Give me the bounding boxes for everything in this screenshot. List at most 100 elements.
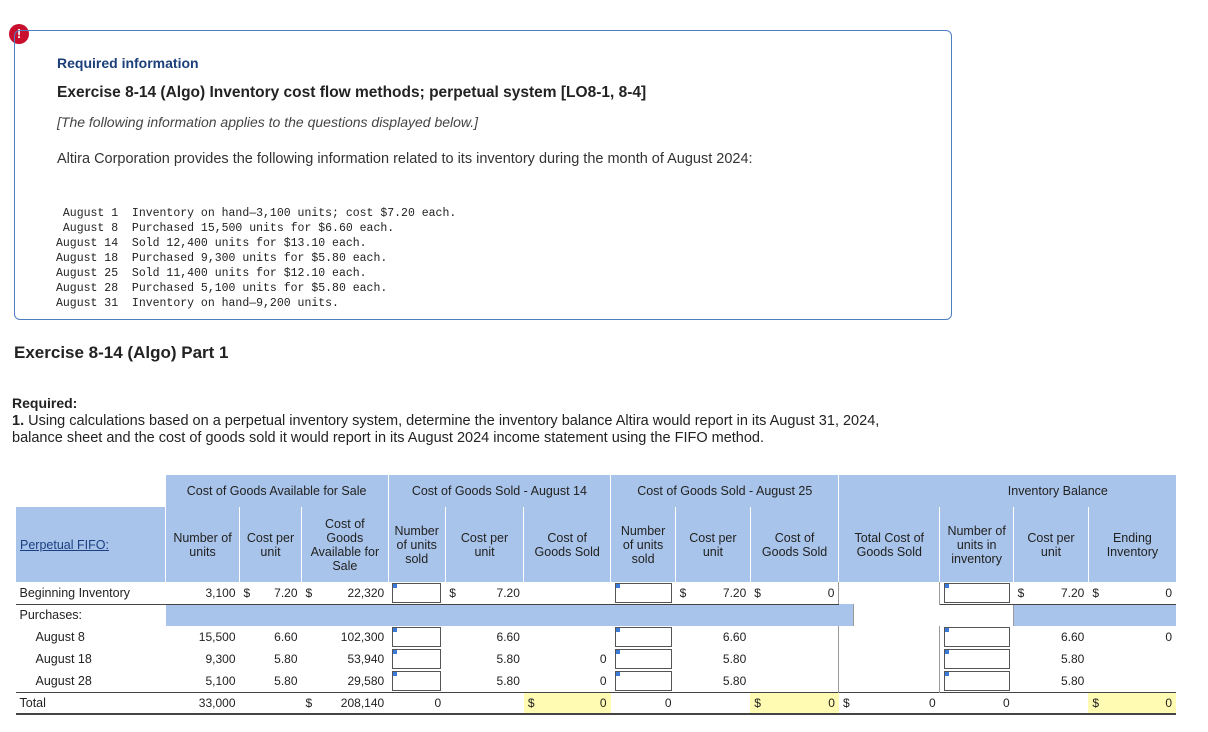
cost25-cell: 5.80 — [722, 652, 747, 666]
cost-cell: $7.20 — [239, 582, 302, 605]
bal-end-cell: 0 — [1103, 582, 1176, 605]
cost-cell: 5.80 — [274, 673, 298, 688]
col-cost-per-unit: Cost per unit — [239, 507, 302, 582]
required-text: 1. Using calculations based on a perpetu… — [12, 413, 922, 447]
fifo-worksheet-table: Cost of Goods Available for Sale Cost of… — [15, 475, 1176, 715]
units-in-inventory-input[interactable] — [944, 627, 1010, 647]
table-row-purchases: Purchases: — [16, 604, 1176, 626]
table-row-aug28: August 28 5,100 5.80 29,580 5.80 0 5.80 … — [16, 670, 1177, 692]
dollar-sign: $ — [675, 582, 691, 605]
row-label: August 8 — [35, 630, 85, 644]
units-cell: 5,100 — [205, 673, 236, 688]
row-label: August 28 — [35, 673, 92, 688]
bal-cost-cell: 5.80 — [1060, 673, 1085, 688]
cost25-cell: 7.20 — [690, 582, 751, 605]
col-units-sold-14: Number of units sold — [387, 507, 446, 582]
header-inventory-balance: Inventory Balance — [939, 475, 1176, 507]
col-ending-inventory: Ending Inventory — [1087, 507, 1176, 582]
transaction-line: August 8 Purchased 15,500 units for $6.6… — [56, 222, 395, 235]
units-sold-25-input[interactable] — [614, 649, 672, 669]
units-in-inventory-input[interactable] — [944, 582, 1010, 603]
col-total-cogs: Total Cost of Goods Sold — [838, 507, 940, 582]
exercise-title: Exercise 8-14 (Algo) Inventory cost flow… — [57, 84, 647, 101]
col-cogs-25: Cost of Goods Sold — [749, 507, 839, 582]
cogs25-cell: 0 — [764, 582, 839, 605]
dollar-sign: $ — [523, 691, 539, 715]
col-cost-per-unit-bal: Cost per unit — [1013, 507, 1089, 582]
required-label: Required: — [12, 395, 78, 411]
bal-cost-cell: 5.80 — [1060, 652, 1085, 666]
cost25-cell: 5.80 — [722, 673, 747, 688]
row-label: Total — [15, 691, 166, 715]
col-cost-per-unit-14: Cost per unit — [444, 507, 524, 582]
total-cell: 102,300 — [340, 630, 385, 644]
total-sold14-cell: 0 — [388, 691, 446, 715]
required-number: 1. — [12, 413, 25, 429]
units-sold-14-input[interactable] — [392, 670, 442, 691]
info-intro: Altira Corporation provides the followin… — [57, 151, 753, 167]
perpetual-fifo-label: Perpetual FIFO: — [15, 507, 166, 582]
transaction-line: August 25 Sold 11,400 units for $12.10 e… — [56, 267, 367, 280]
transaction-list: August 1 Inventory on hand—3,100 units; … — [56, 191, 456, 341]
header-cost-available: Cost of Goods Available for Sale — [165, 475, 389, 507]
total-cell: 29,580 — [347, 673, 385, 688]
dollar-sign: $ — [750, 691, 765, 715]
units-sold-25-input[interactable] — [614, 670, 672, 691]
table-row-total: Total 33,000 $ 208,140 0 $ 0 0 $ 0 $ 0 0… — [15, 691, 1176, 715]
cost14-cell: 5.80 — [496, 673, 520, 688]
row-label: August 18 — [35, 652, 92, 666]
cost-cell: 6.60 — [274, 630, 298, 644]
table-row-aug8: August 8 15,500 6.60 102,300 6.60 6.60 6… — [16, 626, 1177, 648]
dollar-sign: $ — [243, 585, 251, 600]
units-sold-25-input[interactable] — [614, 582, 672, 603]
dollar-sign: $ — [1088, 582, 1103, 605]
required-information-box: Required information Exercise 8-14 (Algo… — [14, 30, 952, 320]
info-note: [The following information applies to th… — [57, 114, 479, 130]
dollar-sign: $ — [445, 582, 460, 605]
dollar-sign: $ — [838, 691, 854, 715]
units-cell: 15,500 — [198, 630, 236, 644]
total-available-cell: 208,140 — [316, 691, 389, 715]
part-title: Exercise 8-14 (Algo) Part 1 — [14, 343, 229, 362]
dollar-sign: $ — [1013, 582, 1029, 605]
units-in-inventory-input[interactable] — [944, 649, 1010, 669]
required-information-heading: Required information — [57, 55, 199, 71]
transaction-line: August 1 Inventory on hand—3,100 units; … — [56, 207, 457, 220]
units-sold-14-input[interactable] — [392, 649, 442, 669]
col-number-of-units: Number of units — [165, 507, 240, 582]
col-units-in-inventory: Number of units in inventory — [939, 507, 1014, 582]
cogs14-cell: 0 — [599, 673, 607, 688]
units-cell: 3,100 — [165, 582, 240, 605]
total-cell: 22,320 — [316, 582, 389, 605]
total-cogs-cell: 0 — [853, 691, 940, 715]
col-cogs-14: Cost of Goods Sold — [523, 507, 611, 582]
transaction-line: August 18 Purchased 9,300 units for $5.8… — [56, 252, 388, 265]
col-units-sold-25: Number of units sold — [610, 507, 676, 582]
bal-end-cell: 0 — [1165, 630, 1172, 644]
units-cell: 9,300 — [205, 652, 236, 666]
cogs14-cell: 0 — [599, 652, 607, 666]
units-sold-14-input[interactable] — [392, 582, 442, 603]
table-row-beginning: Beginning Inventory 3,100 $7.20 $ 22,320… — [15, 582, 1176, 605]
dollar-sign: $ — [301, 582, 317, 605]
cost14-cell: 6.60 — [496, 630, 520, 644]
cost-cell: 5.80 — [274, 652, 298, 666]
cost14-cell: 5.80 — [496, 652, 520, 666]
total-cogs25-cell: 0 — [764, 691, 839, 715]
header-spacer — [838, 475, 940, 507]
units-in-inventory-input[interactable] — [944, 670, 1010, 691]
dollar-sign: $ — [301, 691, 317, 715]
dollar-sign: $ — [1088, 691, 1103, 715]
units-sold-14-input[interactable] — [392, 627, 442, 647]
units-sold-input-cell — [388, 582, 446, 605]
col-cost-available: Cost of Goods Available for Sale — [301, 507, 389, 582]
cost14-cell: 7.20 — [459, 582, 524, 605]
row-label: Purchases: — [19, 608, 83, 623]
total-sold25-cell: 0 — [610, 691, 676, 715]
total-inventory-units-cell: 0 — [939, 691, 1014, 715]
transaction-line: August 28 Purchased 5,100 units for $5.8… — [56, 282, 388, 295]
total-cogs14-cell: 0 — [538, 691, 611, 715]
table-row-aug18: August 18 9,300 5.80 53,940 5.80 0 5.80 … — [16, 648, 1177, 670]
units-sold-25-input[interactable] — [614, 627, 672, 647]
header-cogs-aug14: Cost of Goods Sold - August 14 — [387, 475, 611, 507]
